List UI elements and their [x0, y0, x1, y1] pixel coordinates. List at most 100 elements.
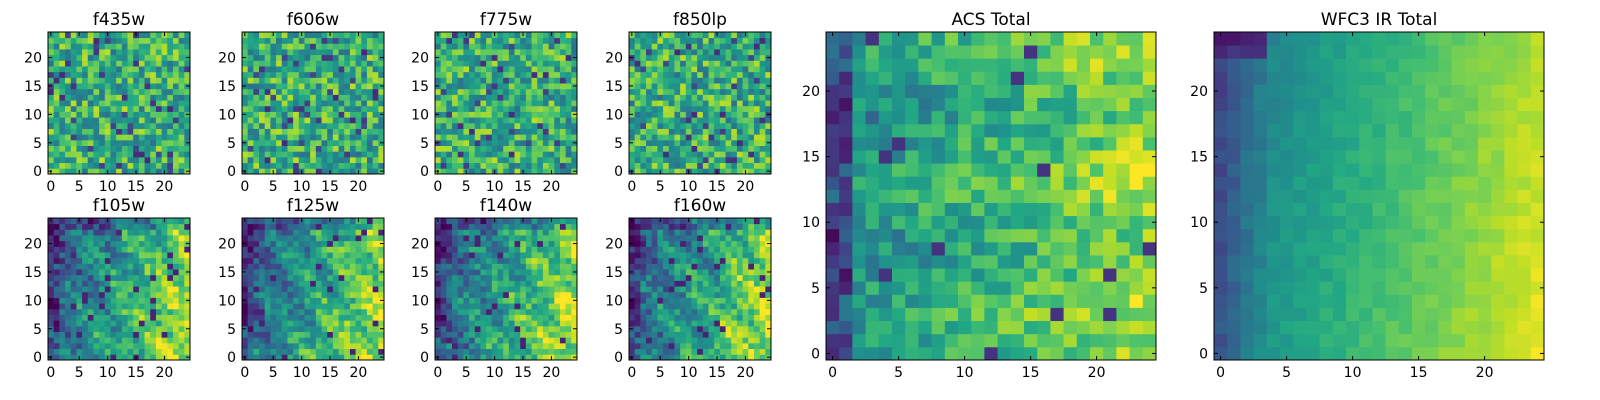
heatmap-cell: [150, 162, 157, 169]
heatmap-cell: [742, 308, 749, 315]
heatmap-cell: [259, 105, 266, 112]
heatmap-cell: [435, 291, 442, 298]
heatmap-cell: [87, 286, 94, 293]
heatmap-cell: [327, 229, 334, 236]
heatmap-cell: [491, 134, 498, 141]
heatmap-cell: [748, 77, 755, 84]
heatmap-cell: [708, 286, 715, 293]
heatmap-cell: [542, 223, 549, 230]
heatmap-cell: [691, 274, 698, 281]
heatmap-cell: [753, 43, 761, 50]
heatmap-cell: [70, 94, 77, 101]
heatmap-cell: [315, 128, 322, 135]
heatmap-cell: [155, 291, 162, 298]
heatmap-cell: [372, 286, 379, 293]
heatmap-cell: [298, 43, 305, 50]
heatmap-cell: [708, 156, 715, 164]
heatmap-cell: [150, 122, 157, 129]
heatmap-cell: [138, 77, 145, 84]
heatmap-cell: [508, 37, 515, 44]
heatmap-cell: [753, 308, 761, 315]
heatmap-cell: [310, 145, 317, 152]
heatmap-cell: [150, 49, 157, 56]
heatmap-cell: [259, 223, 266, 230]
heatmap-cell: [167, 280, 174, 287]
heatmap-cell: [82, 252, 89, 259]
heatmap-cell: [281, 151, 288, 158]
heatmap-cell: [355, 145, 362, 152]
heatmap-cell: [127, 122, 134, 129]
heatmap-cell: [725, 83, 732, 90]
heatmap-cell: [349, 88, 356, 95]
heatmap-cell: [321, 235, 328, 242]
heatmap-cell: [486, 291, 493, 298]
heatmap-cell: [161, 337, 168, 344]
heatmap-cell: [276, 303, 283, 310]
heatmap-cell: [646, 49, 653, 56]
heatmap-cell: [559, 314, 567, 321]
heatmap-cell: [753, 71, 761, 78]
heatmap-cell: [571, 303, 578, 310]
heatmap-cell: [355, 308, 362, 315]
heatmap-cell: [144, 331, 151, 338]
heatmap-cell: [355, 223, 362, 230]
heatmap-cell: [674, 49, 681, 56]
heatmap-cell: [366, 77, 374, 84]
heatmap-cell: [668, 280, 675, 287]
heatmap-cell: [332, 37, 339, 44]
heatmap-cell: [178, 122, 185, 129]
heatmap-cell: [542, 240, 549, 247]
heatmap-cell: [725, 105, 732, 112]
heatmap-cell: [247, 71, 254, 78]
heatmap-cell: [338, 240, 345, 247]
heatmap-cell: [691, 342, 698, 350]
heatmap-cell: [53, 100, 60, 107]
heatmap-cell: [144, 263, 151, 270]
heatmap-cell: [161, 286, 168, 293]
heatmap-cell: [310, 280, 317, 287]
heatmap-cell: [571, 246, 578, 253]
heatmap-cell: [304, 134, 311, 141]
heatmap-cell: [440, 60, 447, 67]
heatmap-cell: [469, 66, 476, 73]
heatmap-cell: [281, 252, 288, 259]
heatmap-cell: [719, 308, 726, 315]
heatmap-cell: [65, 257, 72, 264]
heatmap-cell: [452, 60, 459, 67]
heatmap-cell: [731, 291, 738, 298]
heatmap-cell: [674, 37, 681, 44]
heatmap-cell: [144, 342, 151, 350]
heatmap-cell: [554, 37, 561, 44]
heatmap-cell: [344, 128, 351, 135]
heatmap-cell: [127, 37, 134, 44]
heatmap-cell: [338, 49, 345, 56]
heatmap-cell: [355, 60, 362, 67]
heatmap-cell: [287, 257, 294, 264]
heatmap-cell: [82, 246, 89, 253]
heatmap-cell: [765, 105, 772, 112]
heatmap-cell: [725, 134, 732, 141]
heatmap-cell: [259, 235, 266, 242]
heatmap-cell: [537, 291, 544, 298]
heatmap-cell: [167, 71, 174, 78]
heatmap-cell: [531, 291, 538, 298]
heatmap-cell: [110, 145, 117, 152]
heatmap-cell: [719, 331, 726, 338]
heatmap-cell: [646, 151, 653, 158]
heatmap-cell: [121, 134, 128, 141]
heatmap-cell: [537, 66, 544, 73]
heatmap-cell: [537, 111, 544, 118]
heatmap-cell: [321, 223, 328, 230]
heatmap-cell: [742, 280, 749, 287]
heatmap-cell: [497, 331, 504, 338]
heatmap-cell: [344, 88, 351, 95]
heatmap-cell: [310, 122, 317, 129]
heatmap-cell: [281, 308, 288, 315]
heatmap-cell: [155, 60, 162, 67]
heatmap-cell: [332, 162, 339, 169]
heatmap-cell: [338, 60, 345, 67]
heatmap-cell: [514, 218, 521, 225]
heatmap-cell: [663, 286, 670, 293]
heatmap-cell: [104, 223, 111, 230]
heatmap-cell: [446, 263, 453, 270]
